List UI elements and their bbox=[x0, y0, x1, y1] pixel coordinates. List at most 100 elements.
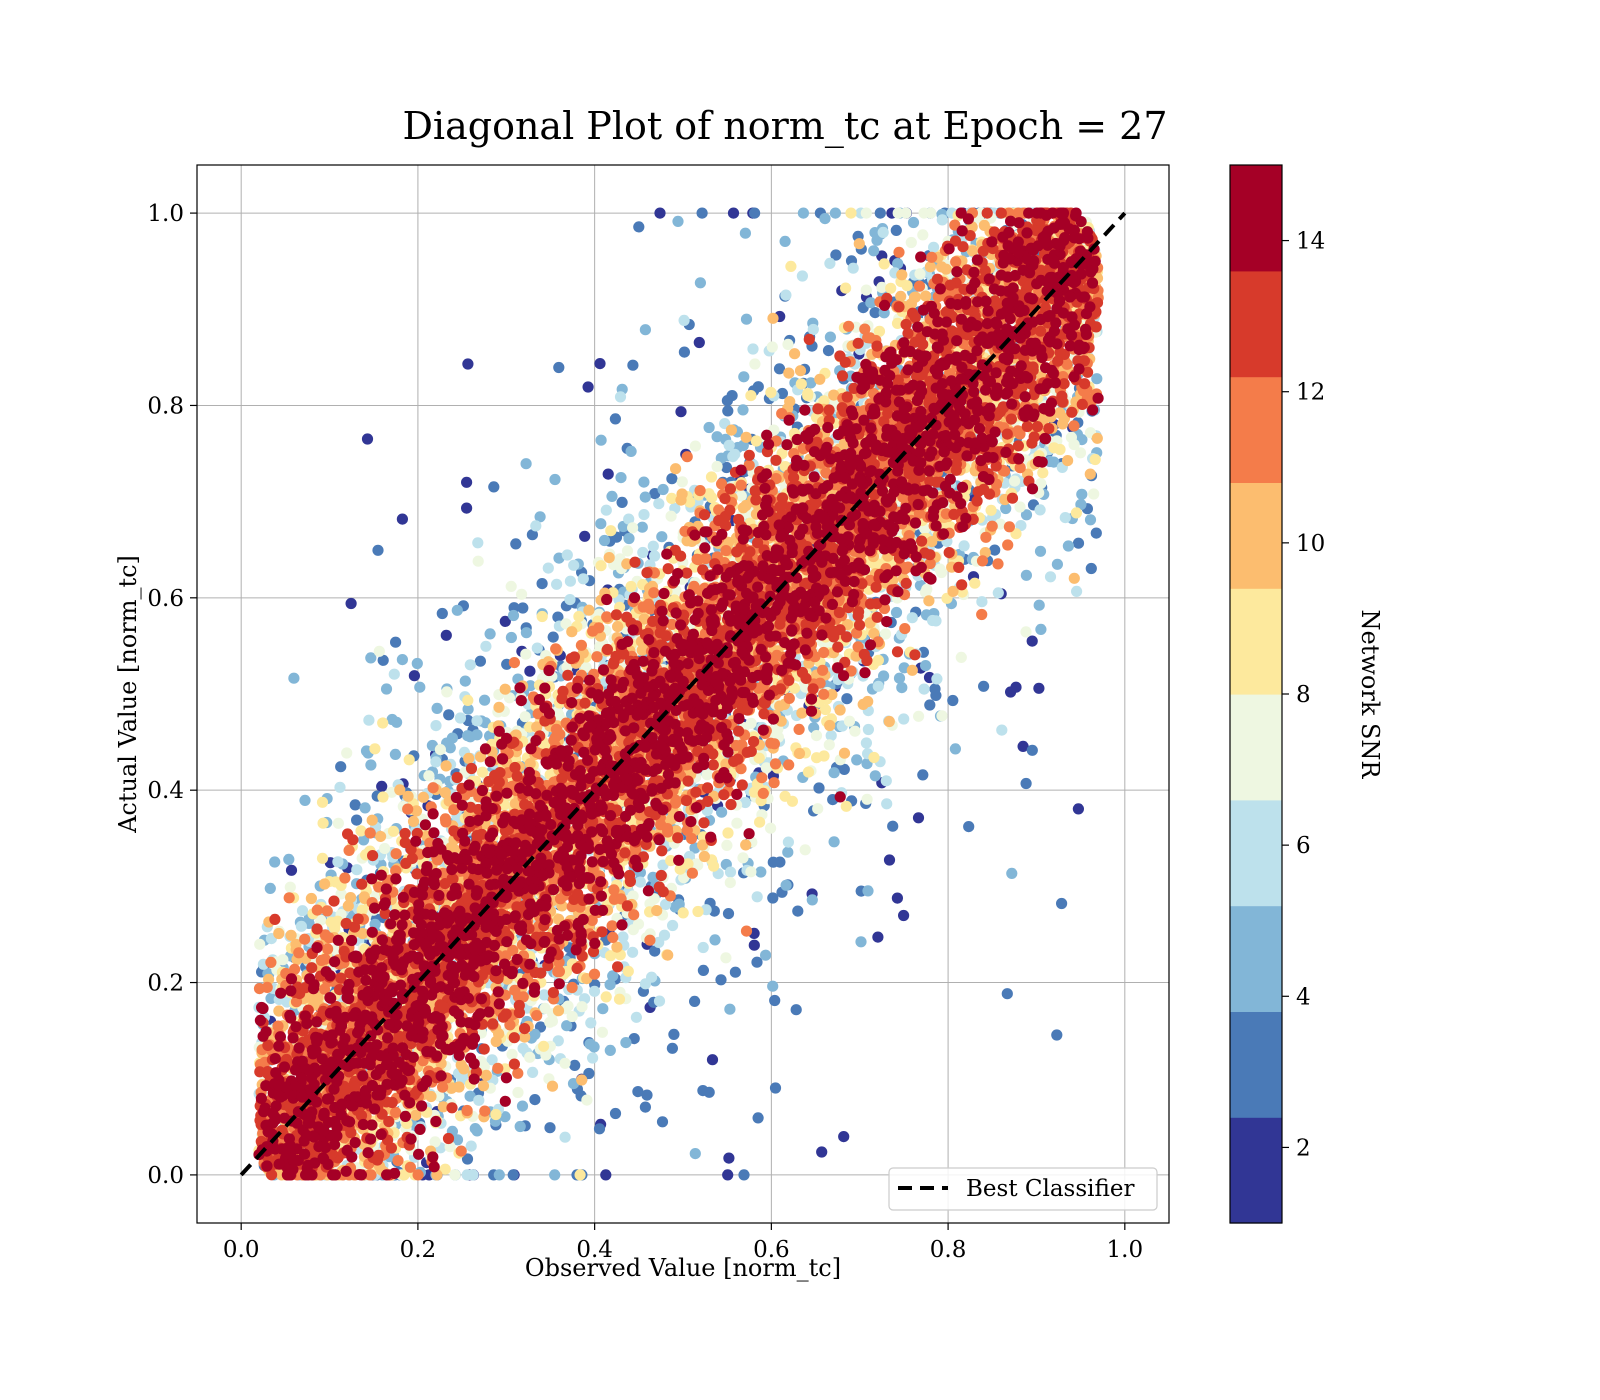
scatter-point bbox=[694, 277, 707, 289]
scatter-point bbox=[949, 743, 962, 755]
scatter-point bbox=[924, 699, 936, 711]
scatter-point bbox=[431, 702, 443, 715]
scatter-point bbox=[930, 615, 942, 627]
scatter-point bbox=[574, 1169, 586, 1181]
scatter-point bbox=[724, 866, 737, 878]
scatter-point bbox=[989, 544, 1001, 556]
scatter-point bbox=[654, 207, 666, 219]
scatter-point bbox=[622, 965, 634, 977]
scatter-point bbox=[1026, 635, 1038, 647]
scatter-point bbox=[623, 532, 635, 545]
scatter-point bbox=[1091, 373, 1103, 385]
scatter-point bbox=[1033, 682, 1045, 694]
scatter-point bbox=[351, 864, 363, 876]
scatter-point bbox=[825, 730, 837, 742]
scatter-point bbox=[1035, 623, 1047, 636]
scatter-point bbox=[893, 672, 906, 684]
scatter-point bbox=[860, 207, 872, 219]
scatter-point bbox=[1026, 744, 1038, 756]
scatter-point bbox=[996, 724, 1008, 736]
scatter-point bbox=[436, 607, 448, 620]
scatter-point bbox=[737, 404, 749, 416]
scatter-point bbox=[524, 665, 536, 677]
scatter-point bbox=[792, 905, 804, 917]
scatter-point bbox=[678, 346, 691, 358]
scatter-point bbox=[377, 654, 389, 666]
scatter-point bbox=[807, 323, 819, 336]
scatter-point bbox=[780, 289, 792, 301]
scatter-point bbox=[666, 473, 678, 485]
scatter-point bbox=[829, 207, 842, 219]
scatter-point bbox=[767, 980, 779, 992]
scatter-point bbox=[745, 866, 757, 878]
scatter-point bbox=[881, 798, 893, 810]
scatter-point bbox=[963, 821, 975, 833]
scatter-point bbox=[389, 748, 401, 761]
scatter-point bbox=[552, 1035, 564, 1047]
scatter-point bbox=[510, 538, 522, 550]
scatter-point bbox=[799, 844, 811, 856]
scatter-point bbox=[1051, 558, 1063, 570]
scatter-point bbox=[579, 530, 591, 542]
scatter-point bbox=[701, 769, 713, 781]
scatter-point bbox=[553, 361, 565, 374]
scatter-point bbox=[493, 1169, 505, 1181]
scatter-point bbox=[773, 363, 786, 375]
scatter-point bbox=[449, 1169, 461, 1181]
scatter-point bbox=[283, 853, 295, 866]
scatter-point bbox=[299, 794, 311, 807]
scatter-point bbox=[620, 1037, 632, 1049]
scatter-point bbox=[828, 767, 840, 779]
scatter-point bbox=[627, 359, 639, 371]
scatter-point bbox=[887, 820, 899, 832]
scatter-point bbox=[752, 381, 764, 393]
scatter-point bbox=[359, 802, 371, 814]
scatter-point bbox=[1017, 740, 1029, 753]
scatter-point bbox=[760, 949, 772, 961]
scatter-point bbox=[582, 381, 594, 393]
scatter-point bbox=[796, 270, 809, 282]
scatter-point bbox=[486, 1054, 498, 1066]
scatter-point bbox=[849, 725, 861, 737]
scatter-point bbox=[813, 782, 825, 794]
scatter-point bbox=[1001, 988, 1013, 1000]
scatter-point bbox=[780, 879, 792, 891]
scatter-point bbox=[598, 534, 611, 547]
scatter-point bbox=[295, 920, 307, 932]
scatter-point bbox=[1014, 501, 1026, 513]
scatter-point bbox=[602, 468, 614, 480]
scatter-point bbox=[869, 770, 881, 782]
scatter-point bbox=[709, 934, 721, 946]
scatter-point bbox=[1009, 475, 1021, 487]
scatter-point bbox=[1020, 626, 1032, 638]
scatter-point bbox=[461, 1169, 473, 1181]
scatter-point bbox=[689, 995, 701, 1008]
scatter-point bbox=[520, 627, 533, 639]
scatter-point bbox=[1000, 502, 1012, 515]
scatter-point bbox=[891, 892, 904, 904]
scatter-point bbox=[1020, 569, 1032, 581]
scatter-point bbox=[860, 284, 872, 296]
scatter-point bbox=[862, 885, 874, 897]
scatter-point bbox=[845, 207, 857, 219]
scatter-point bbox=[905, 236, 917, 249]
scatter-point bbox=[369, 743, 381, 755]
scatter-point bbox=[430, 720, 442, 732]
scatter-point bbox=[1048, 456, 1060, 468]
scatter-point bbox=[588, 1041, 600, 1053]
scatter-point bbox=[689, 440, 702, 452]
scatter-point bbox=[334, 781, 346, 793]
scatter-point bbox=[726, 390, 738, 402]
scatter-point bbox=[440, 629, 452, 641]
scatter-point bbox=[1034, 545, 1047, 557]
scatter-point bbox=[920, 660, 932, 672]
scatter-point bbox=[824, 257, 836, 269]
scatter-point bbox=[499, 1111, 511, 1123]
grid bbox=[197, 165, 1169, 1223]
scatter-point bbox=[816, 1146, 828, 1158]
scatter-point bbox=[715, 974, 727, 986]
scatter-point bbox=[727, 207, 740, 219]
scatter-point bbox=[715, 452, 727, 464]
scatter-point bbox=[316, 852, 329, 864]
scatter-point bbox=[627, 522, 639, 534]
